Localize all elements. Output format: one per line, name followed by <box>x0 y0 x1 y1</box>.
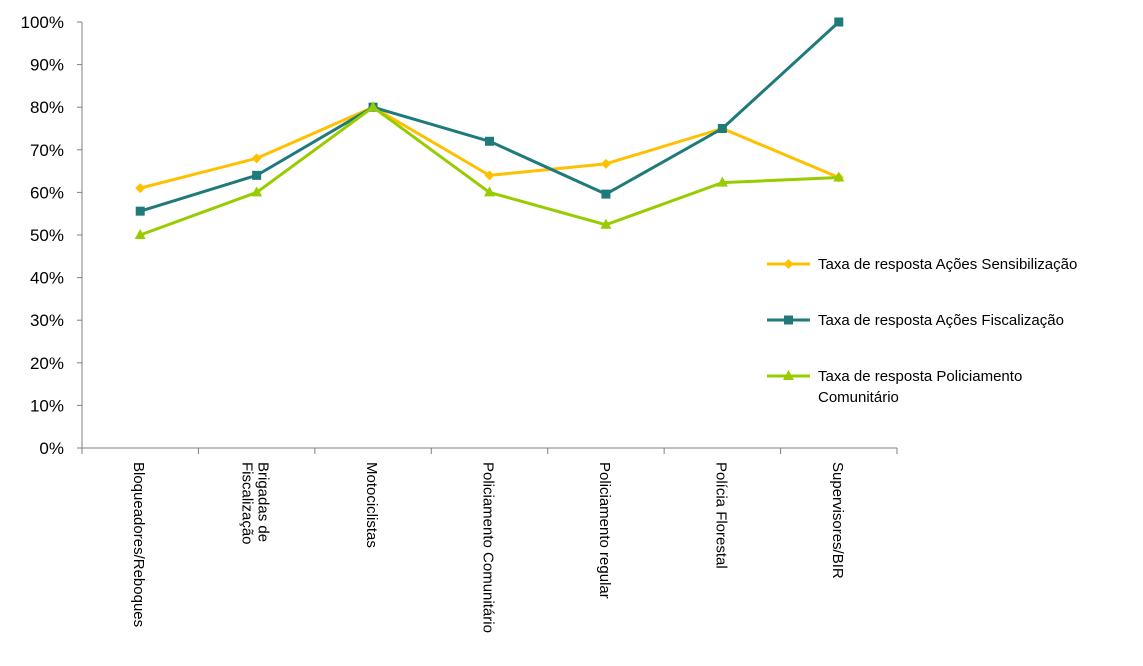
x-axis-ticks: Bloqueadores/Reboques Brigadas deFiscaliz… <box>81 448 898 633</box>
series-group <box>134 17 845 239</box>
y-tick-label: 60% <box>30 183 64 202</box>
data-point <box>485 136 494 146</box>
y-tick-label: 0% <box>39 439 64 458</box>
x-category-label: Polícia Florestal <box>712 462 729 569</box>
y-tick-label: 30% <box>30 311 64 330</box>
legend-label: Taxa de resposta Policiamento Comunitário <box>818 368 1022 406</box>
x-category-label: Policiamento Comunitário <box>480 462 497 633</box>
y-tick-label: 40% <box>30 269 64 288</box>
x-category-label: Policiamento regular <box>596 462 613 599</box>
y-tick-label: 90% <box>30 56 64 75</box>
y-tick-label: 50% <box>30 226 64 245</box>
data-point <box>601 189 611 199</box>
y-tick-label: 100% <box>21 13 64 32</box>
data-point <box>600 158 611 169</box>
data-point <box>134 229 146 239</box>
x-category-label: Supervisores/BIR <box>829 462 846 579</box>
y-tick-label: 20% <box>30 354 64 373</box>
legend-swatch-marker <box>783 259 794 269</box>
legend-swatch-marker <box>784 315 793 325</box>
data-point <box>252 170 262 180</box>
y-tick-label: 10% <box>30 396 64 415</box>
x-category-label: Brigadas deFiscalização <box>239 462 272 545</box>
legend-item: Taxa de resposta Ações Sensibilização <box>767 256 1077 273</box>
x-category-label: Bloqueadores/Reboques <box>130 462 147 627</box>
data-point <box>484 186 495 197</box>
legend-item: Taxa de resposta Policiamento Comunitário <box>767 368 1022 406</box>
x-category-label: Motociclistas <box>363 462 380 548</box>
data-point <box>135 183 146 194</box>
series-triangle <box>134 101 845 239</box>
data-point <box>251 153 262 164</box>
legend-swatch-marker <box>783 370 794 380</box>
series-square <box>135 17 844 216</box>
data-point <box>834 17 844 27</box>
legend-item: Taxa de resposta Ações Fiscalização <box>767 312 1064 329</box>
y-tick-label: 80% <box>30 98 64 117</box>
data-point <box>716 176 728 187</box>
data-point <box>833 171 845 182</box>
axes <box>81 22 897 449</box>
data-point <box>367 101 379 112</box>
data-point <box>717 124 727 133</box>
data-point <box>600 218 612 229</box>
y-axis-ticks: 0% 10% 20% 30% 40% 50% 60% 70% 80% 90% 100% <box>21 13 82 458</box>
legend-label: Taxa de resposta Ações Fiscalização <box>818 312 1064 329</box>
data-point <box>484 170 495 181</box>
y-tick-label: 70% <box>30 141 64 160</box>
legend-label: Taxa de resposta Ações Sensibilização <box>818 256 1077 273</box>
data-point <box>135 206 145 216</box>
data-point <box>251 186 263 197</box>
legend: Taxa de resposta Ações Sensibilização Tax… <box>767 256 1077 406</box>
